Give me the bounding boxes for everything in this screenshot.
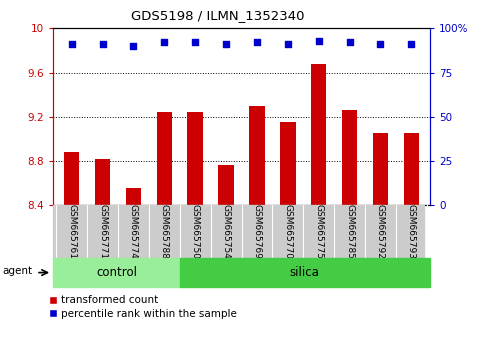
Text: agent: agent <box>3 266 33 276</box>
Bar <box>187 113 203 205</box>
Bar <box>311 64 327 205</box>
Bar <box>53 258 180 287</box>
Bar <box>373 133 388 205</box>
Text: silica: silica <box>290 266 320 279</box>
Text: GSM665792: GSM665792 <box>376 204 385 259</box>
Bar <box>156 113 172 205</box>
Text: GSM665788: GSM665788 <box>160 204 169 259</box>
Point <box>191 40 199 45</box>
Bar <box>180 258 430 287</box>
Text: GSM665771: GSM665771 <box>98 204 107 259</box>
Point <box>377 41 384 47</box>
Bar <box>126 188 141 205</box>
Point <box>129 43 137 49</box>
Point <box>253 40 261 45</box>
Point <box>222 41 230 47</box>
Bar <box>342 110 357 205</box>
Bar <box>95 159 110 205</box>
Point <box>408 41 415 47</box>
Point <box>315 38 323 44</box>
Text: GSM665775: GSM665775 <box>314 204 323 259</box>
Point <box>99 41 106 47</box>
Bar <box>404 133 419 205</box>
Text: GSM665774: GSM665774 <box>129 204 138 259</box>
Bar <box>280 122 296 205</box>
Text: GDS5198 / ILMN_1352340: GDS5198 / ILMN_1352340 <box>130 9 304 22</box>
Text: GSM665785: GSM665785 <box>345 204 354 259</box>
Bar <box>218 166 234 205</box>
Text: GSM665769: GSM665769 <box>253 204 261 259</box>
Text: GSM665761: GSM665761 <box>67 204 76 259</box>
Text: control: control <box>96 266 137 279</box>
Text: GSM665750: GSM665750 <box>191 204 199 259</box>
Point <box>68 41 75 47</box>
Bar <box>249 106 265 205</box>
Point <box>346 40 354 45</box>
Point <box>160 40 168 45</box>
Text: GSM665793: GSM665793 <box>407 204 416 259</box>
Legend: transformed count, percentile rank within the sample: transformed count, percentile rank withi… <box>49 296 237 319</box>
Bar <box>64 152 79 205</box>
Text: GSM665754: GSM665754 <box>222 204 230 259</box>
Text: GSM665770: GSM665770 <box>284 204 292 259</box>
Point <box>284 41 292 47</box>
